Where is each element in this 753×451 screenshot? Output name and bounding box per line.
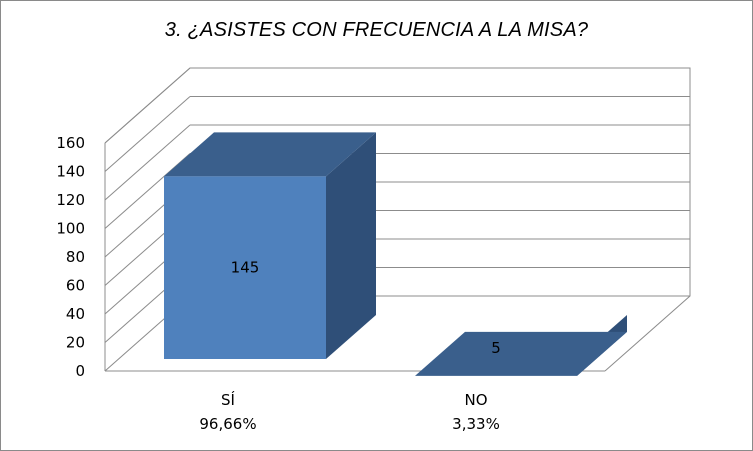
chart-title: 3. ¿ASISTES CON FRECUENCIA A LA MISA? [164, 19, 589, 41]
y-tick-label: 160 [56, 134, 85, 152]
x-tick-label: SÍ [221, 390, 235, 409]
bar-top-face [415, 331, 627, 376]
y-tick-label: 100 [56, 220, 85, 238]
y-tick-label: 0 [75, 362, 85, 380]
y-tick-label: 60 [66, 277, 85, 295]
x-tick-percent: 3,33% [452, 415, 500, 433]
y-tick-label: 140 [56, 163, 85, 181]
gridline-side [104, 124, 191, 201]
x-tick-label: NO [464, 391, 487, 409]
y-tick-label: 40 [66, 305, 85, 323]
bars [164, 132, 627, 376]
x-tick-percent: 96,66% [199, 415, 256, 433]
data-label: 5 [491, 339, 501, 357]
y-tick-label: 20 [66, 334, 85, 352]
y-tick-label: 80 [66, 248, 85, 266]
bar-side-face [326, 132, 376, 359]
y-tick-label: 120 [56, 191, 85, 209]
data-label: 145 [231, 259, 260, 277]
axis-labels: 0 20 40 60 80 100 120 140 160 145 SÍ 96,66% 5 NO 3,33% [56, 134, 500, 433]
gridline-side [104, 67, 191, 144]
bar [164, 176, 326, 359]
bar-top-face [164, 132, 376, 177]
gridline-side [104, 96, 191, 172]
